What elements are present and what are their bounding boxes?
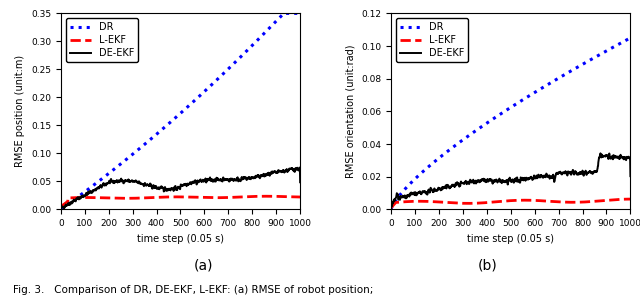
DE-EKF — [412, 193, 419, 197]
L-EKF — [81, 196, 89, 199]
DR — [387, 208, 395, 211]
DR — [163, 124, 170, 128]
L-EKF — [484, 201, 492, 204]
DE-EKF — [484, 178, 492, 182]
DE-EKF — [248, 176, 255, 179]
L-EKF — [412, 200, 419, 203]
DE-EKF — [244, 176, 252, 180]
L-EKF — [627, 197, 634, 201]
L-EKF — [493, 200, 500, 203]
DE-EKF — [57, 207, 65, 211]
L-EKF — [248, 195, 255, 198]
DE-EKF — [493, 178, 500, 181]
DR — [578, 63, 586, 67]
DE-EKF — [574, 173, 582, 176]
L-EKF — [163, 195, 170, 199]
DE-EKF — [163, 187, 170, 190]
DE-EKF — [578, 171, 586, 174]
DR — [248, 44, 255, 48]
Line: L-EKF: L-EKF — [61, 196, 300, 207]
L-EKF — [574, 200, 582, 204]
L-EKF — [154, 195, 161, 199]
DE-EKF — [627, 174, 634, 178]
DR — [296, 12, 304, 15]
L-EKF — [578, 200, 586, 204]
DR — [280, 12, 287, 15]
L-EKF — [244, 195, 252, 198]
Y-axis label: RMSE position (unit:m): RMSE position (unit:m) — [15, 55, 26, 168]
Text: (b): (b) — [478, 258, 498, 272]
DR — [81, 190, 89, 193]
DE-EKF — [296, 181, 304, 184]
DE-EKF — [221, 178, 229, 181]
DE-EKF — [81, 194, 89, 198]
Y-axis label: RMSE orientation (unit:rad): RMSE orientation (unit:rad) — [346, 45, 356, 178]
DE-EKF — [154, 186, 161, 189]
DR — [57, 208, 65, 211]
Text: Fig. 3.   Comparison of DR, DE-EKF, L-EKF: (a) RMSE of robot position;: Fig. 3. Comparison of DR, DE-EKF, L-EKF:… — [13, 285, 373, 295]
Legend: DR, L-EKF, DE-EKF: DR, L-EKF, DE-EKF — [66, 18, 138, 62]
DR — [574, 65, 582, 69]
DE-EKF — [387, 205, 395, 208]
Legend: DR, L-EKF, DE-EKF: DR, L-EKF, DE-EKF — [396, 18, 468, 62]
DR — [221, 70, 229, 74]
Line: L-EKF: L-EKF — [391, 199, 630, 208]
DR — [627, 36, 634, 40]
Line: DE-EKF: DE-EKF — [391, 153, 630, 207]
DR — [154, 132, 161, 135]
L-EKF — [57, 205, 65, 208]
DR — [493, 115, 500, 119]
X-axis label: time step (0.05 s): time step (0.05 s) — [137, 234, 224, 244]
DR — [412, 177, 419, 180]
L-EKF — [387, 206, 395, 210]
DR — [244, 48, 252, 52]
L-EKF — [262, 195, 270, 198]
L-EKF — [221, 196, 229, 199]
DE-EKF — [296, 166, 303, 169]
Line: DR: DR — [61, 13, 300, 209]
Line: DR: DR — [391, 38, 630, 209]
DE-EKF — [596, 151, 604, 155]
Line: DE-EKF: DE-EKF — [61, 168, 300, 209]
X-axis label: time step (0.05 s): time step (0.05 s) — [467, 234, 554, 244]
Text: (a): (a) — [193, 258, 213, 272]
DE-EKF — [552, 174, 559, 178]
DR — [552, 78, 559, 82]
L-EKF — [552, 200, 559, 203]
L-EKF — [627, 197, 634, 201]
DR — [484, 121, 492, 124]
L-EKF — [296, 195, 304, 199]
